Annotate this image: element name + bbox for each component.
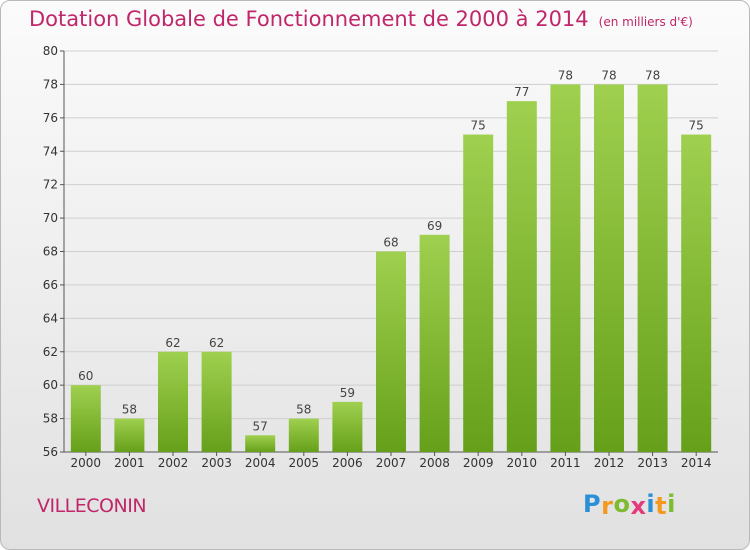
data-label: 58	[122, 403, 137, 417]
x-tick-label: 2000	[71, 456, 102, 470]
x-tick-labels: 2000 2001 2002 2003 2004 2005 2006 2007 2008 2009…	[71, 456, 712, 470]
data-label: 75	[471, 119, 486, 133]
data-label: 78	[645, 68, 660, 82]
bar	[506, 101, 537, 452]
logo-letter: t	[655, 492, 668, 520]
data-label: 75	[689, 119, 704, 133]
bar	[158, 351, 188, 452]
logo-letter: P	[583, 490, 602, 518]
bars	[70, 84, 712, 453]
y-tick-label: 70	[43, 211, 58, 225]
bar	[550, 84, 581, 453]
x-tick-label: 2007	[376, 456, 407, 470]
y-tick-label: 72	[43, 178, 58, 192]
logo-letter: x	[630, 492, 647, 520]
proxiti-logo: Proxiti	[583, 490, 676, 520]
y-tick-label: 78	[43, 77, 58, 91]
bar	[70, 385, 101, 452]
data-label: 78	[558, 68, 573, 82]
y-tick-label: 68	[43, 245, 58, 259]
data-label: 58	[296, 403, 311, 417]
bar	[637, 84, 668, 453]
bar	[594, 84, 624, 453]
y-tick-label: 60	[43, 378, 58, 392]
data-label: 59	[340, 386, 355, 400]
x-tick-label: 2008	[419, 456, 450, 470]
x-tick-label: 2010	[507, 456, 538, 470]
x-tick-label: 2011	[550, 456, 581, 470]
x-tick-label: 2002	[158, 456, 189, 470]
x-tick-label: 2009	[463, 456, 494, 470]
chart-unit-label: (en milliers d'€)	[598, 15, 693, 29]
data-label: 62	[165, 336, 180, 350]
y-tick-label: 62	[43, 345, 58, 359]
x-tick-label: 2014	[681, 456, 712, 470]
y-tick-label: 76	[43, 111, 58, 125]
x-tick-label: 2006	[332, 456, 363, 470]
data-label: 57	[253, 419, 268, 433]
logo-letter: r	[601, 492, 614, 520]
bar	[114, 418, 145, 452]
data-label: 69	[427, 219, 442, 233]
data-labels: 60 58 62 62 57 58 59 68 69 75 77 78 78 78 75	[78, 68, 704, 433]
commune-name: VILLECONIN	[37, 495, 147, 517]
data-label: 68	[383, 236, 398, 250]
bar	[201, 351, 232, 452]
chart-title-text: Dotation Globale de Fonctionnement de 20…	[29, 7, 589, 31]
x-tick-label: 2003	[201, 456, 232, 470]
bar	[288, 418, 319, 452]
x-tick-label: 2012	[594, 456, 625, 470]
bar	[332, 401, 363, 452]
y-tick-label: 80	[43, 44, 58, 58]
x-tick-label: 2013	[637, 456, 668, 470]
y-tick-label: 64	[43, 311, 58, 325]
data-label: 78	[601, 68, 616, 82]
data-label: 77	[514, 85, 529, 99]
bar	[245, 435, 276, 452]
y-tick-labels: 56 58 60 62 64 66 68 70 72 74 76 78 80	[43, 44, 58, 459]
bar	[463, 134, 494, 452]
bar	[681, 134, 712, 452]
y-tick-label: 66	[43, 278, 58, 292]
x-tick-label: 2005	[289, 456, 320, 470]
chart-title: Dotation Globale de Fonctionnement de 20…	[29, 7, 693, 31]
logo-letter: i	[646, 490, 656, 518]
x-tick-label: 2001	[114, 456, 145, 470]
y-tick-label: 74	[43, 144, 58, 158]
x-tick-label: 2004	[245, 456, 276, 470]
bar	[419, 234, 450, 452]
bar	[376, 251, 406, 452]
y-tick-label: 58	[43, 412, 58, 426]
data-label: 62	[209, 336, 224, 350]
logo-letter: o	[613, 490, 631, 518]
y-tick-label: 56	[43, 445, 58, 459]
data-label: 60	[78, 369, 93, 383]
logo-letter: i	[667, 490, 676, 518]
